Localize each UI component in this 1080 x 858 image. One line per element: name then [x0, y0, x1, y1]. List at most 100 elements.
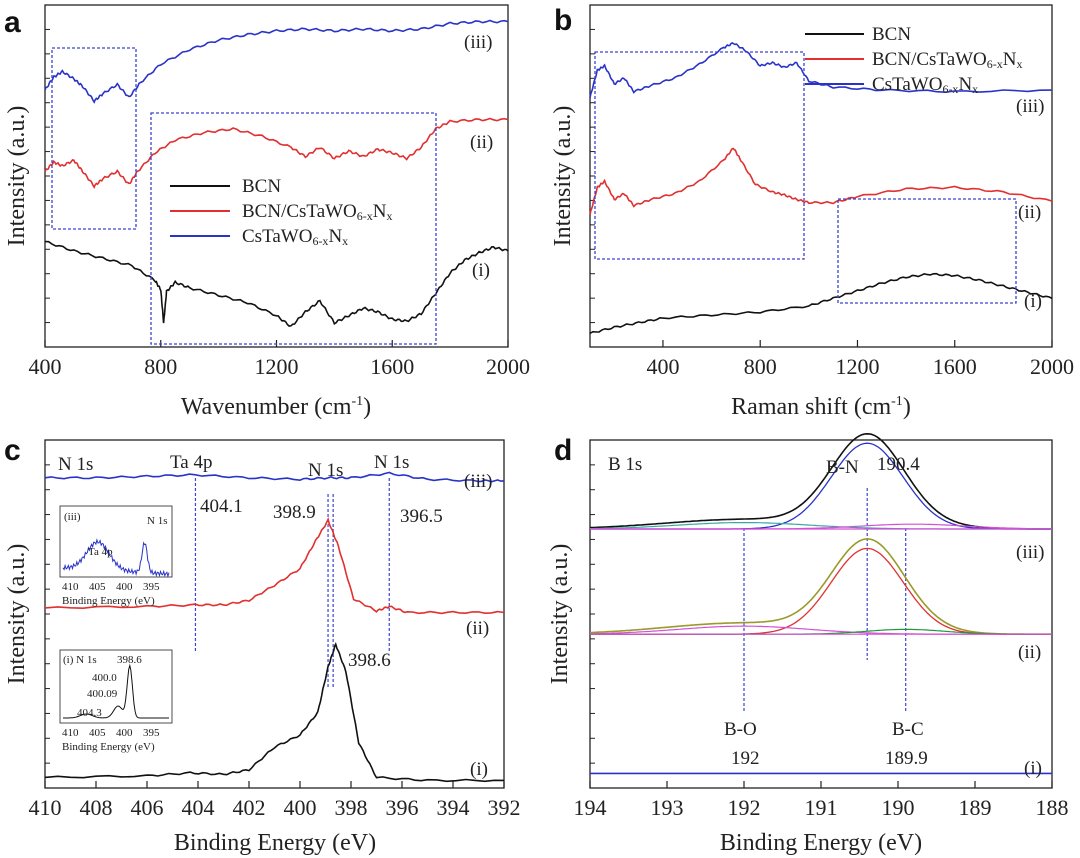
- legend-a-composite: BCN/CsTaWO6-xNx: [242, 201, 393, 223]
- curve-label-d-ii: (ii): [1018, 642, 1041, 663]
- panel-letter-d: d: [554, 434, 572, 467]
- x-axis-label-c: Binding Energy (eV): [174, 830, 376, 856]
- annotation-d-189-9: 189.9: [885, 748, 928, 769]
- annotation-c-n1s-right: N 1s: [374, 452, 409, 473]
- annotation-d-190-4: 190.4: [877, 454, 920, 475]
- inset-i: (i) N 1s 398.6 400.0 400.09 404.3 410 40…: [59, 649, 173, 753]
- x-axis-label-a: Wavenumber (cm-1): [181, 394, 371, 420]
- inset-i-peak-400-09: 400.09: [87, 688, 118, 700]
- inset-i-tick-395: 395: [143, 727, 160, 739]
- inset-iii-label: (iii): [64, 511, 81, 523]
- curve-label-c-ii: (ii): [466, 618, 489, 639]
- curves-b: [589, 41, 1053, 335]
- inset-i-tick-400: 400: [116, 727, 133, 739]
- curve-label-b-iii: (iii): [1016, 96, 1045, 117]
- x-tick-label-c: 406: [131, 795, 164, 820]
- x-tick-label-d: 192: [728, 795, 761, 820]
- y-axis-label-c: Intensity (a.u.): [4, 544, 30, 685]
- inset-iii: (iii) Ta 4p N 1s 410 405 400 395 Binding…: [59, 505, 173, 607]
- series-c-bcncstawo6xnx: [44, 517, 505, 615]
- inset-iii-tick-405: 405: [89, 581, 106, 593]
- x-tick-label-d: 191: [805, 795, 838, 820]
- x-tick-label-a: 2000: [486, 354, 530, 379]
- inset-iii-curve: [62, 538, 170, 578]
- curve-label-a-iii: (iii): [464, 32, 493, 53]
- series-a-cstawo6xnx: [44, 19, 509, 104]
- inset-iii-tick-410: 410: [62, 581, 79, 593]
- highlight-box-a1: [51, 47, 137, 230]
- highlight-box-b2: [837, 198, 1017, 304]
- panel-letter-a: a: [4, 6, 21, 39]
- curve-label-b-i: (i): [1024, 291, 1042, 312]
- x-ticks-a: 400 800 1200 1600 2000: [29, 28, 530, 379]
- x-tick-label-c: 402: [233, 795, 266, 820]
- legend-b-cstawo: CsTaWO6-xNx: [872, 74, 978, 96]
- legend-a: BCN BCN/CsTaWO6-xNx CsTaWO6-xNx: [170, 176, 393, 248]
- x-tick-label-c: 392: [488, 795, 521, 820]
- x-tick-label-d: 193: [651, 795, 684, 820]
- annotation-c-398-9: 398.9: [273, 502, 316, 523]
- inset-iii-tick-395: 395: [143, 581, 160, 593]
- x-tick-label-d: 194: [574, 795, 607, 820]
- legend-b-composite: BCN/CsTaWO6-xNx: [872, 49, 1023, 71]
- annotation-d-192: 192: [731, 748, 760, 769]
- x-tick-label-d: 190: [882, 795, 915, 820]
- curves-c: [44, 471, 505, 783]
- x-axis-label-d: Binding Energy (eV): [720, 830, 922, 856]
- curve-label-c-iii: (iii): [464, 471, 493, 492]
- series-d-iii-bn: [590, 442, 1052, 530]
- inset-iii-xlabel: Binding Energy (eV): [62, 595, 155, 607]
- curve-label-b-ii: (ii): [1018, 202, 1041, 223]
- inset-i-peak-398-6: 398.6: [117, 654, 142, 666]
- curve-label-c-i: (i): [470, 759, 488, 780]
- x-tick-label-c: 410: [29, 795, 62, 820]
- curve-label-d-iii: (iii): [1016, 542, 1045, 563]
- series-d-ii-envelope: [589, 538, 1052, 635]
- x-tick-label-a: 1200: [255, 354, 299, 379]
- inset-iii-peak-n: N 1s: [147, 515, 167, 527]
- x-tick-label-b: 1200: [835, 354, 879, 379]
- markers-d: [743, 488, 907, 712]
- series-c-bcn: [44, 642, 505, 783]
- inset-i-tick-405: 405: [89, 727, 106, 739]
- inset-iii-tick-400: 400: [116, 581, 133, 593]
- annotation-c-404: 404.1: [200, 496, 243, 517]
- x-tick-label-c: 398: [335, 795, 368, 820]
- annotation-c-396-5: 396.5: [400, 506, 443, 527]
- markers-c: [194, 478, 390, 688]
- annotation-d-bc: B-C: [892, 719, 924, 740]
- y-axis-label-a: Intensity (a.u.): [4, 106, 30, 247]
- series-a-bcn: [44, 240, 509, 327]
- panel-c: c 410 408 406 404 402 400 398 396 394 392 N 1s Ta…: [4, 434, 521, 856]
- legend-a-bcn: BCN: [242, 176, 281, 197]
- annotation-c-n1s-left: N 1s: [58, 454, 93, 475]
- x-tick-label-c: 394: [437, 795, 470, 820]
- inset-i-xlabel: Binding Energy (eV): [62, 741, 155, 753]
- curves-a: [44, 19, 509, 327]
- annotation-c-n1s-mid: N 1s: [308, 460, 343, 481]
- x-tick-label-b: 2000: [1030, 354, 1074, 379]
- annotation-d-bn: B-N: [826, 457, 859, 478]
- inset-i-frame: [59, 649, 173, 724]
- inset-i-curve: [63, 663, 169, 719]
- x-tick-label-d: 188: [1036, 795, 1069, 820]
- x-ticks-c: 410 408 406 404 402 400 398 396 394 392: [29, 464, 521, 820]
- x-tick-label-c: 396: [386, 795, 419, 820]
- curve-label-a-i: (i): [472, 260, 490, 281]
- x-tick-label-c: 408: [80, 795, 113, 820]
- curve-label-a-ii: (ii): [470, 132, 493, 153]
- panel-a: a 400 800 1200 1600 2000 BCN BCN/CsTaWO6-xNx…: [4, 4, 530, 420]
- x-tick-label-a: 800: [144, 354, 177, 379]
- curves-d: [589, 432, 1052, 775]
- x-ticks-b: 400 800 1200 1600 2000: [590, 28, 1074, 379]
- annotation-c-ta4p: Ta 4p: [170, 452, 212, 473]
- inset-i-peak-400-0: 400.0: [92, 672, 117, 684]
- series-a-bcncstawo6xnx: [44, 117, 509, 189]
- series-b-bcncstawo6xnx: [589, 147, 1053, 215]
- y-axis-label-b: Intensity (a.u.): [550, 106, 576, 247]
- x-tick-label-b: 400: [646, 354, 679, 379]
- annotation-d-b1s: B 1s: [608, 454, 642, 475]
- panel-letter-b: b: [554, 4, 572, 37]
- annotation-d-bo: B-O: [724, 719, 757, 740]
